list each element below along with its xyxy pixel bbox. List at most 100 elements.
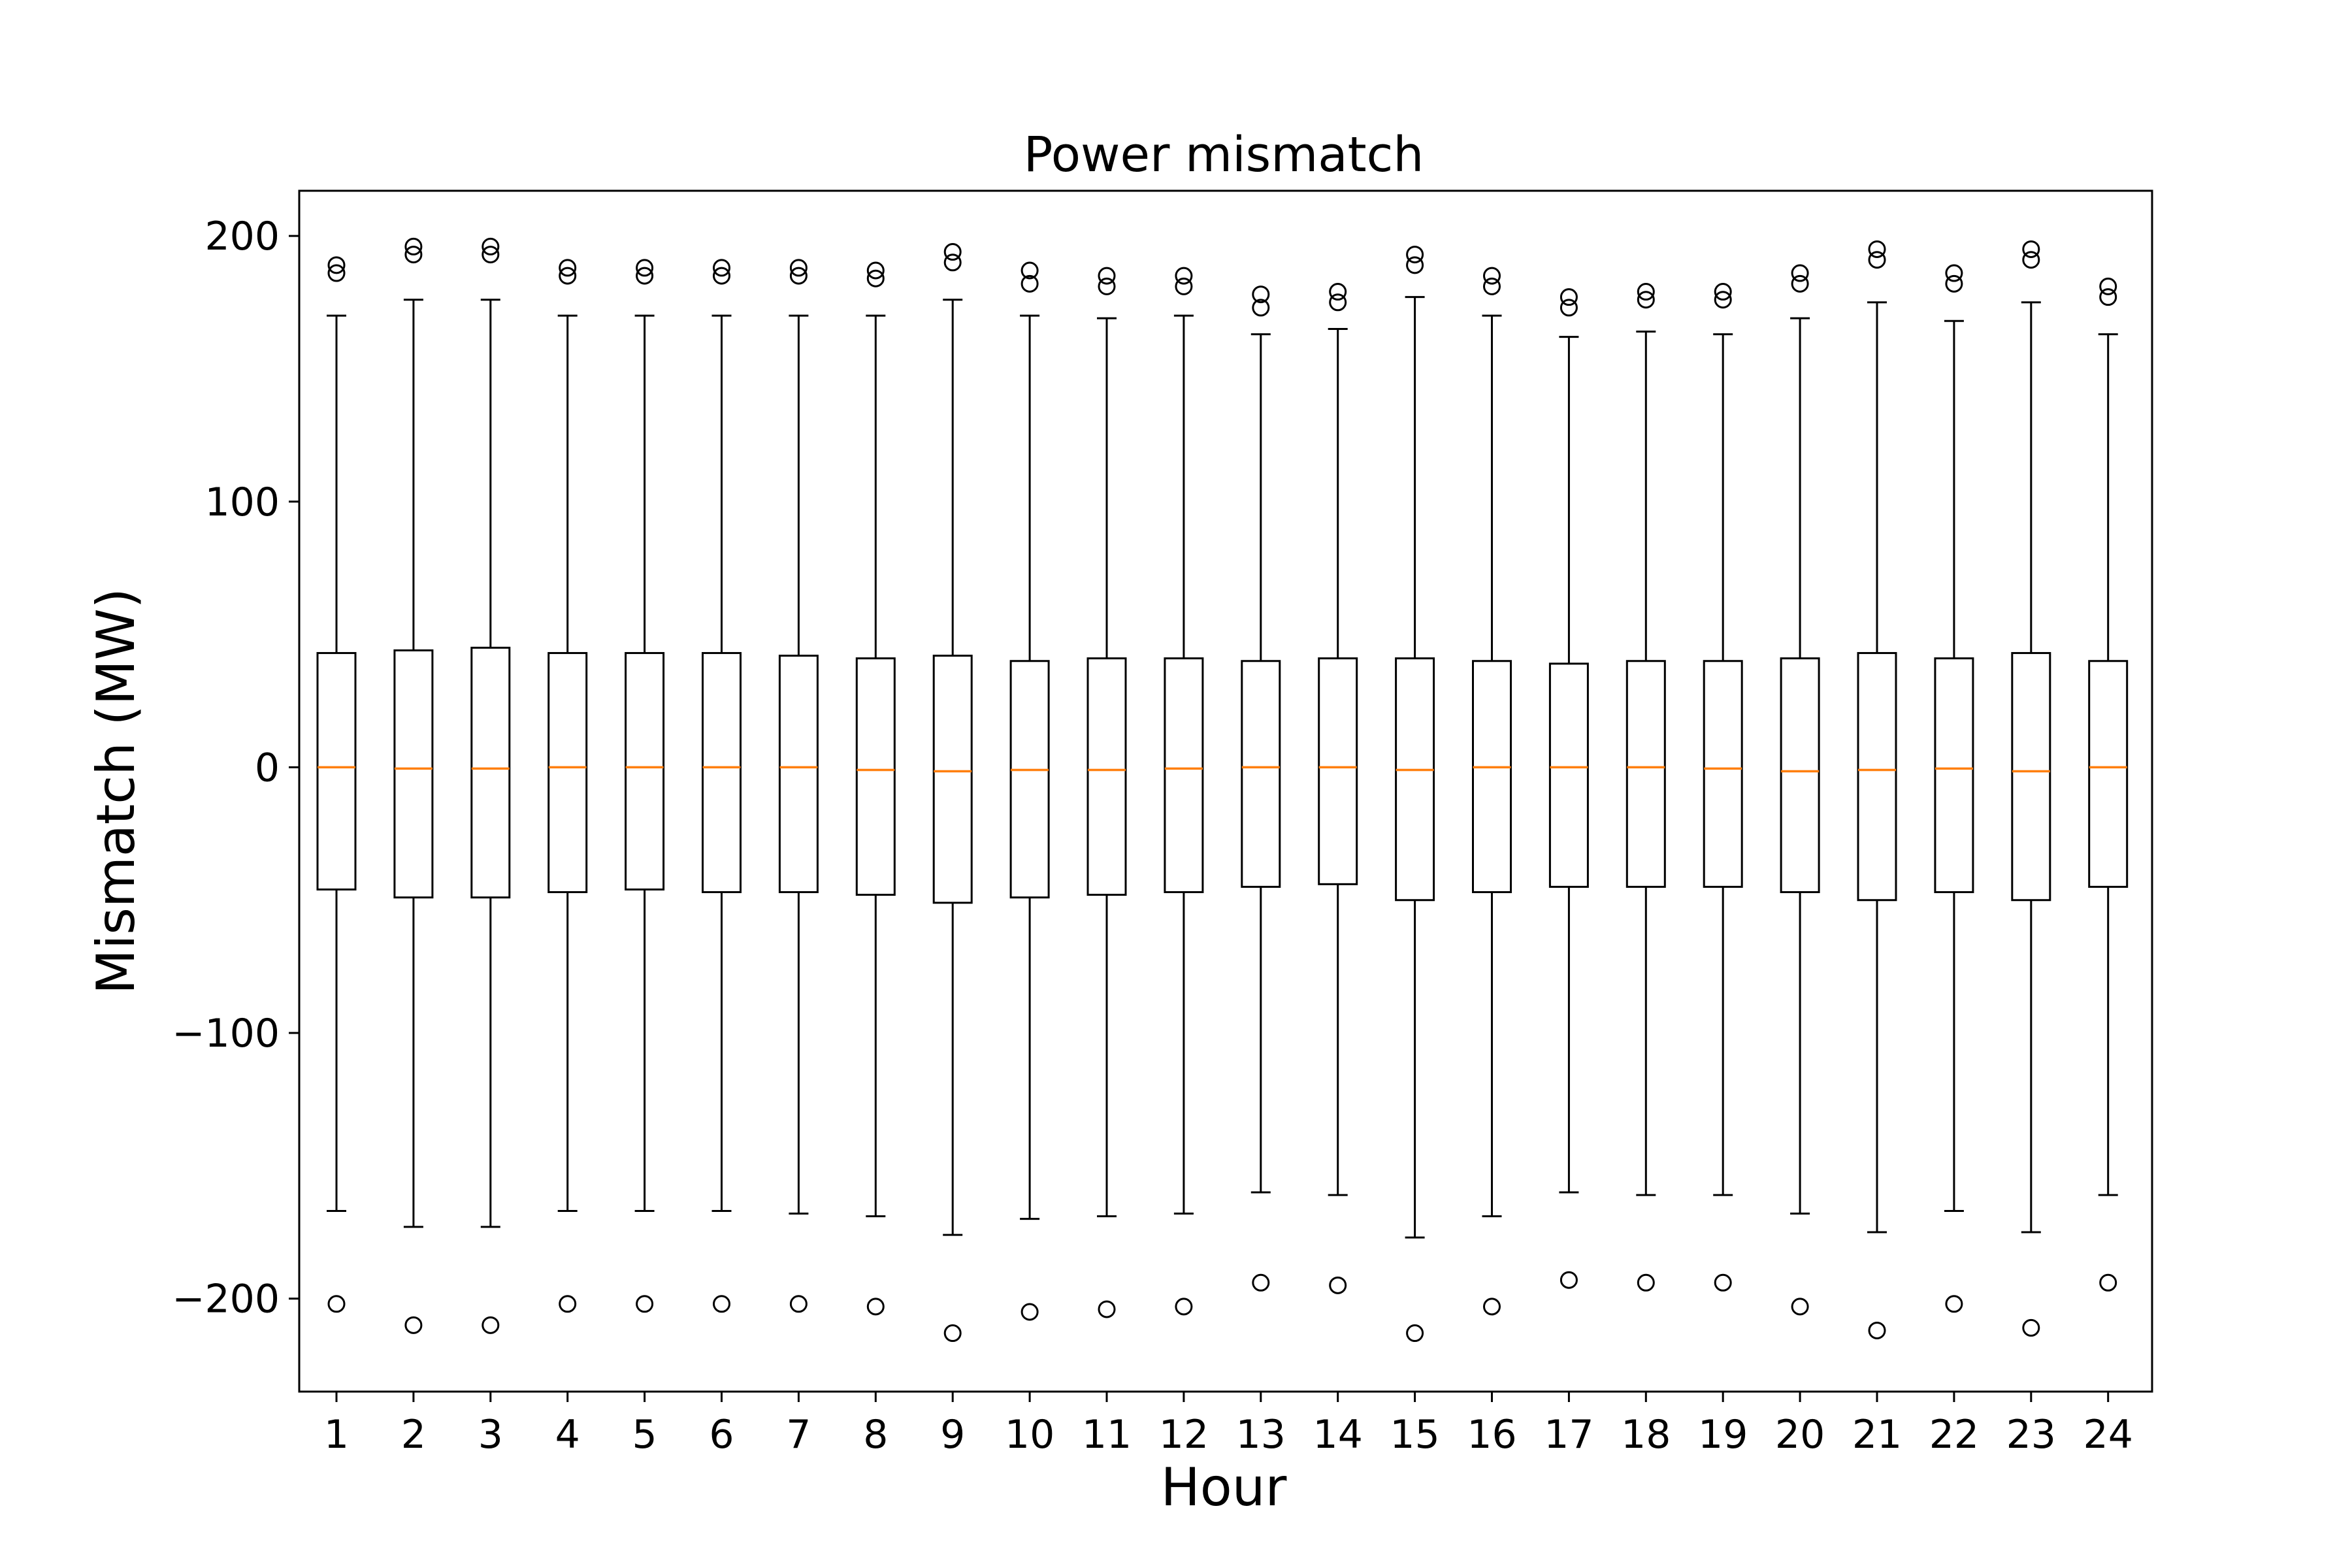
outlier-point xyxy=(943,253,962,272)
x-tick-label: 5 xyxy=(632,1412,657,1458)
outlier-point xyxy=(482,246,500,264)
iqr-box xyxy=(470,646,511,899)
x-tick-label: 19 xyxy=(1698,1412,1748,1458)
box-hour-24 xyxy=(2088,277,2129,1292)
x-tick-label: 18 xyxy=(1621,1412,1671,1458)
outlier-point xyxy=(636,259,654,277)
outlier-point xyxy=(1252,299,1270,317)
box-hour-4 xyxy=(547,259,588,1313)
iqr-box xyxy=(1857,652,1897,902)
outlier-point xyxy=(1252,286,1270,304)
box-hour-16 xyxy=(1472,267,1512,1316)
iqr-box xyxy=(1086,657,1127,896)
x-tick-label: 23 xyxy=(2006,1412,2056,1458)
iqr-box xyxy=(1395,657,1435,902)
outlier-point xyxy=(1714,283,1732,301)
x-tick-label: 4 xyxy=(555,1412,580,1458)
outlier-point xyxy=(1175,1298,1193,1316)
iqr-box xyxy=(547,652,588,894)
outlier-point xyxy=(2099,1273,2117,1292)
outlier-point xyxy=(1406,256,1424,274)
x-tick-label: 10 xyxy=(1005,1412,1054,1458)
outlier-point xyxy=(2022,251,2040,269)
outlier-point xyxy=(559,1295,577,1313)
outlier-point xyxy=(327,264,346,282)
x-tick-label: 7 xyxy=(786,1412,811,1458)
x-tick-label: 21 xyxy=(1852,1412,1902,1458)
outlier-point xyxy=(1021,261,1039,280)
outlier-point xyxy=(1637,291,1655,309)
box-hour-11 xyxy=(1086,267,1127,1318)
x-tick-label: 12 xyxy=(1159,1412,1209,1458)
box-hour-13 xyxy=(1241,286,1281,1292)
x-tick-label: 13 xyxy=(1236,1412,1286,1458)
outlier-point xyxy=(1175,267,1193,285)
outlier-point xyxy=(1329,283,1347,301)
outlier-point xyxy=(404,246,423,264)
box-hour-12 xyxy=(1164,267,1204,1316)
x-tick-label: 1 xyxy=(324,1412,349,1458)
plot-area xyxy=(316,237,2129,1343)
iqr-box xyxy=(1472,660,1512,894)
outlier-point xyxy=(559,267,577,285)
x-tick-label: 24 xyxy=(2083,1412,2133,1458)
outlier-point xyxy=(2022,1318,2040,1337)
outlier-point xyxy=(1791,1298,1809,1316)
box-hour-22 xyxy=(1934,264,1974,1313)
y-axis-label: Mismatch (MW) xyxy=(86,588,146,994)
outlier-point xyxy=(1021,1303,1039,1321)
box-hour-10 xyxy=(1009,261,1050,1321)
outlier-point xyxy=(1560,1271,1578,1289)
outlier-point xyxy=(1637,1273,1655,1292)
x-axis-label: Hour xyxy=(1161,1457,1287,1518)
outlier-point xyxy=(1714,1273,1732,1292)
outlier-point xyxy=(1329,1276,1347,1294)
outlier-point xyxy=(1021,274,1039,293)
iqr-box xyxy=(1625,660,1666,888)
y-tick-label: 200 xyxy=(204,214,280,259)
outlier-point xyxy=(404,1316,423,1334)
x-axis: 1 2 3 4 5 6 7 8 9 10 11 12 13 14 15 16 17 18 19 20 21 22 23 24 xyxy=(324,1392,2133,1458)
outlier-point xyxy=(943,1324,962,1343)
box-hour-6 xyxy=(702,259,742,1313)
outlier-point xyxy=(713,1295,730,1313)
outlier-point xyxy=(866,1298,885,1316)
plot-frame xyxy=(298,189,2153,1393)
box-hour-7 xyxy=(778,259,819,1313)
outlier-point xyxy=(1714,291,1732,309)
outlier-point xyxy=(2099,288,2117,306)
outlier-point xyxy=(1560,299,1578,317)
outlier-point xyxy=(1483,267,1501,285)
box-hour-19 xyxy=(1703,283,1743,1292)
iqr-box xyxy=(2088,660,2129,888)
iqr-box xyxy=(702,652,742,894)
outlier-point xyxy=(1252,1273,1270,1292)
iqr-box xyxy=(393,649,434,899)
outlier-point xyxy=(404,237,423,255)
outlier-point xyxy=(789,1295,808,1313)
outlier-point xyxy=(1098,267,1116,285)
x-tick-label: 3 xyxy=(478,1412,503,1458)
x-tick-label: 14 xyxy=(1313,1412,1363,1458)
chart-title: Power mismatch xyxy=(1024,127,1424,183)
outlier-point xyxy=(1098,1300,1116,1318)
x-tick-label: 11 xyxy=(1082,1412,1132,1458)
outlier-point xyxy=(1868,251,1886,269)
outlier-point xyxy=(327,256,346,274)
box-hour-1 xyxy=(316,256,357,1313)
box-hour-8 xyxy=(855,261,896,1316)
y-tick-label: −100 xyxy=(172,1011,280,1056)
outlier-point xyxy=(943,243,962,261)
iqr-box xyxy=(1241,660,1281,888)
outlier-point xyxy=(482,237,500,255)
outlier-point xyxy=(713,259,730,277)
x-tick-label: 20 xyxy=(1775,1412,1825,1458)
outlier-point xyxy=(1098,277,1116,295)
outlier-point xyxy=(866,269,885,287)
x-tick-label: 16 xyxy=(1467,1412,1516,1458)
outlier-point xyxy=(2099,277,2117,295)
outlier-point xyxy=(1791,264,1809,282)
outlier-point xyxy=(1483,277,1501,295)
x-tick-label: 17 xyxy=(1544,1412,1593,1458)
